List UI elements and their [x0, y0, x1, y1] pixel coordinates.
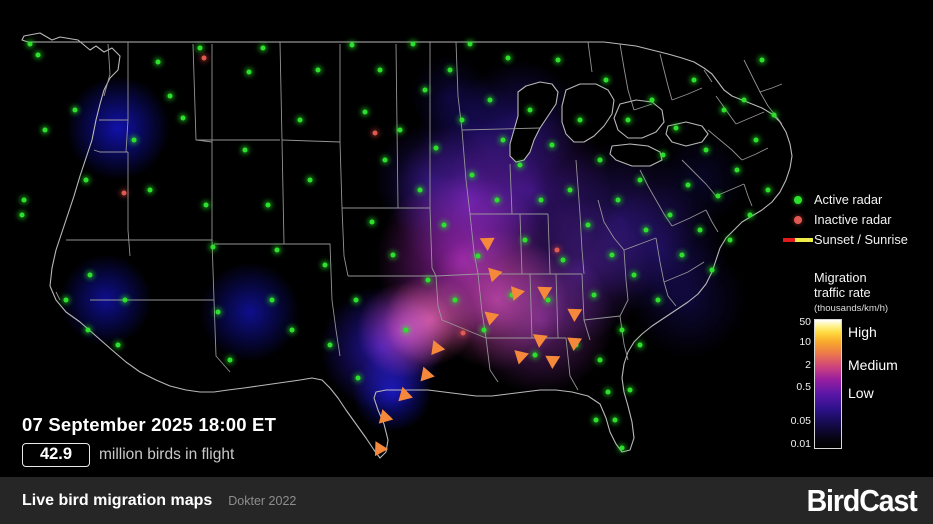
migration-flow-arrow [488, 246, 505, 283]
migration-flow-arrow [431, 324, 456, 355]
active-radar-icon [782, 195, 814, 204]
migration-flow-arrow [532, 310, 548, 348]
migration-flow-arrow [374, 423, 397, 457]
colorbar-band-label: High [848, 323, 877, 340]
bird-count-unit: million birds in flight [99, 446, 235, 463]
legend-item-inactive-radar: Inactive radar [782, 210, 933, 229]
migration-flow-arrow [567, 313, 583, 351]
us-map-outline [21, 32, 793, 459]
colorbar-tick: 0.05 [790, 415, 811, 428]
migration-flow-arrow [484, 288, 500, 326]
colorbar-tick: 50 [799, 315, 811, 328]
map-datetime: 07 September 2025 18:00 ET [22, 414, 277, 435]
inactive-radar-icon [782, 215, 814, 224]
colorbar-title-line2: traffic rate [814, 284, 871, 300]
footer-credit: Dokter 2022 [228, 493, 297, 508]
migration-flow-arrow [378, 395, 406, 424]
migration-flow-arrow [510, 265, 529, 301]
colorbar-title-line1: Migration [814, 270, 867, 285]
legend-item-active-radar: Active radar [782, 190, 933, 209]
colorbar-band-label: Medium [848, 357, 898, 374]
legend-label-sunset-sunrise: Sunset / Sunrise [814, 232, 908, 247]
colorbar-tick: 0.5 [796, 380, 811, 393]
migration-flow-arrow [514, 327, 530, 365]
sunset-sunrise-line-icon [782, 237, 814, 242]
migration-flow-arrow [479, 213, 495, 251]
migration-flow-arrow [545, 331, 561, 369]
bird-count-line: 42.9 million birds in flight [22, 443, 276, 467]
migration-rate-colorbar [814, 319, 842, 449]
bird-count-value: 42.9 [22, 443, 90, 467]
migration-flow-arrow [537, 262, 553, 300]
migration-flow-arrow-layer [374, 213, 583, 457]
colorbar-units: (thousands/km/h) [814, 303, 889, 314]
footer-bar: Live bird migration maps Dokter 2022 Bir… [0, 477, 933, 524]
colorbar-tick: 2 [805, 359, 811, 372]
map-legend: Active radar Inactive radar Sunset / Sun… [782, 190, 933, 451]
legend-item-sunset-sunrise: Sunset / Sunrise [782, 230, 933, 249]
map-readout: 07 September 2025 18:00 ET 42.9 million … [22, 414, 276, 467]
migration-map-canvas[interactable]: 07 September 2025 18:00 ET 42.9 million … [0, 0, 933, 477]
colorbar-tick: 0.01 [790, 438, 811, 451]
colorbar-wrap: 50 10 2 0.5 0.05 0.01 High Medium Low [782, 315, 933, 451]
legend-label-active-radar: Active radar [814, 192, 883, 207]
footer-title: Live bird migration maps [22, 491, 213, 509]
colorbar-tick: 10 [799, 336, 811, 349]
colorbar-band-label: Low [848, 385, 874, 402]
birdcast-logo: BirdCast [806, 482, 918, 518]
migration-flow-arrow [567, 284, 583, 322]
colorbar-title: Migration traffic rate [782, 270, 933, 300]
legend-label-inactive-radar: Inactive radar [814, 212, 892, 227]
